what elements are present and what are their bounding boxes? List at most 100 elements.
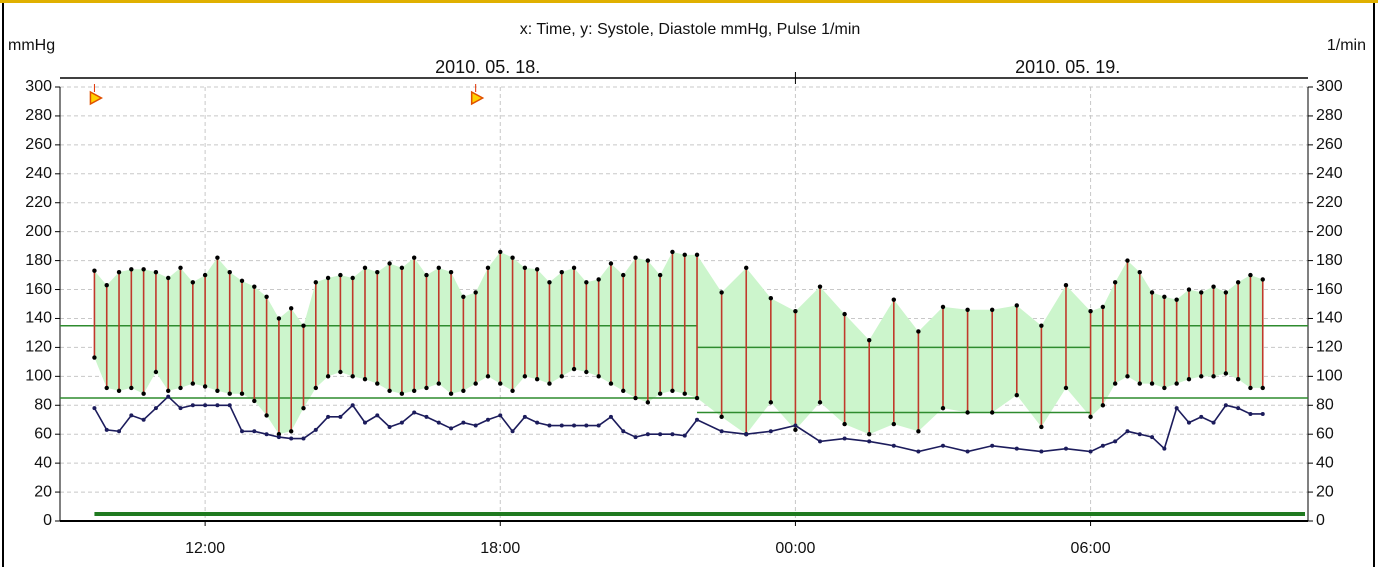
systole-dot	[1260, 277, 1265, 282]
diastole-dot	[940, 405, 946, 411]
diastole-dot	[965, 410, 970, 415]
systole-dot	[633, 255, 638, 260]
diastole-dot	[522, 374, 528, 379]
systole-dot	[621, 272, 626, 278]
systole-dot	[1039, 323, 1044, 328]
diastole-dot	[1248, 385, 1253, 391]
systole-dot	[166, 275, 171, 281]
y-tick-label: 220	[25, 194, 52, 211]
diastole-dot	[1112, 381, 1118, 386]
systole-dot	[522, 265, 528, 271]
diastole-dot	[436, 381, 441, 386]
systole-dot	[104, 282, 109, 288]
systole-dot	[215, 255, 220, 260]
systole-dot	[1014, 303, 1019, 308]
diastole-dot	[1149, 381, 1155, 386]
pulse-dot	[1014, 446, 1019, 451]
pulse-dot	[1211, 420, 1216, 425]
diastole-dot	[448, 391, 454, 396]
systole-dot	[190, 280, 196, 285]
diastole-dot	[534, 377, 540, 382]
diastole-dot	[325, 374, 331, 379]
systole-dot	[510, 255, 515, 260]
x-tick-label: 18:00	[480, 540, 520, 557]
pulse-dot	[990, 443, 995, 448]
pulse-dot	[1260, 411, 1265, 416]
diastole-dot	[1260, 385, 1265, 391]
systole-dot	[989, 307, 995, 312]
diastole-dot	[608, 381, 614, 386]
pulse-dot	[559, 423, 564, 428]
systole-dot	[793, 309, 798, 314]
pulse-dot	[596, 423, 601, 428]
y-tick-label: 60	[34, 425, 52, 442]
pulse-dot	[301, 436, 306, 441]
y2-tick-label: 80	[1316, 396, 1334, 413]
pulse-dot	[1039, 449, 1044, 454]
date-label: 2010. 05. 18.	[435, 57, 540, 77]
systole-dot	[1174, 297, 1179, 302]
systole-dot	[559, 269, 564, 275]
diastole-dot	[301, 405, 306, 411]
diastole-dot	[793, 427, 798, 433]
x-tick-label: 12:00	[185, 540, 225, 557]
pulse-dot	[670, 432, 675, 437]
systole-dot	[424, 272, 429, 278]
pulse-dot	[940, 443, 945, 448]
diastole-dot	[104, 385, 109, 391]
pulse-dot	[1174, 406, 1179, 411]
y2-tick-label: 0	[1316, 512, 1325, 529]
y2-tick-label: 180	[1316, 252, 1343, 269]
x-tick-label: 06:00	[1071, 540, 1111, 557]
diastole-dot	[252, 398, 257, 404]
pulse-dot	[1063, 446, 1068, 451]
y2-tick-label: 260	[1316, 136, 1343, 153]
systole-dot	[350, 275, 355, 281]
diastole-dot	[141, 391, 146, 396]
systole-dot	[1088, 309, 1093, 314]
y-tick-label: 200	[25, 223, 52, 240]
diastole-dot	[473, 381, 478, 386]
pulse-dot	[264, 432, 269, 437]
pulse-dot	[572, 423, 577, 428]
pulse-dot	[313, 427, 318, 432]
y2-tick-label: 280	[1316, 107, 1343, 124]
systole-dot	[867, 337, 872, 343]
systole-dot	[682, 252, 687, 258]
diastole-dot	[1199, 374, 1204, 379]
pulse-dot	[178, 406, 183, 411]
pulse-dot	[153, 406, 158, 411]
systole-dot	[399, 265, 405, 271]
y-tick-label: 40	[34, 454, 52, 471]
diastole-dot	[657, 391, 663, 396]
systole-dot	[338, 272, 343, 278]
pulse-dot	[1162, 446, 1167, 451]
diastole-dot	[350, 374, 355, 379]
diastole-dot	[571, 366, 577, 372]
systole-dot	[92, 268, 97, 273]
systole-dot	[252, 284, 257, 289]
diastole-dot	[153, 369, 159, 375]
systole-dot	[301, 323, 306, 328]
y-tick-label: 300	[25, 78, 52, 95]
pulse-dot	[645, 432, 650, 437]
systole-dot	[1223, 290, 1229, 295]
systole-dot	[227, 269, 232, 275]
systole-dot	[129, 267, 134, 272]
y2-tick-label: 20	[1316, 483, 1334, 500]
pulse-dot	[1248, 411, 1253, 416]
pulse-dot	[965, 449, 970, 454]
pulse-dot	[1137, 432, 1142, 437]
systole-dot	[1211, 284, 1216, 289]
diastole-dot	[178, 385, 183, 391]
diastole-dot	[633, 395, 638, 401]
pulse-dot	[522, 414, 527, 419]
diastole-dot	[338, 369, 343, 375]
pulse-dot	[916, 449, 921, 454]
diastole-dot	[694, 395, 700, 401]
systole-dot	[289, 306, 294, 311]
diastole-dot	[227, 391, 232, 396]
y2-tick-label: 40	[1316, 454, 1334, 471]
y-tick-label: 100	[25, 368, 52, 385]
